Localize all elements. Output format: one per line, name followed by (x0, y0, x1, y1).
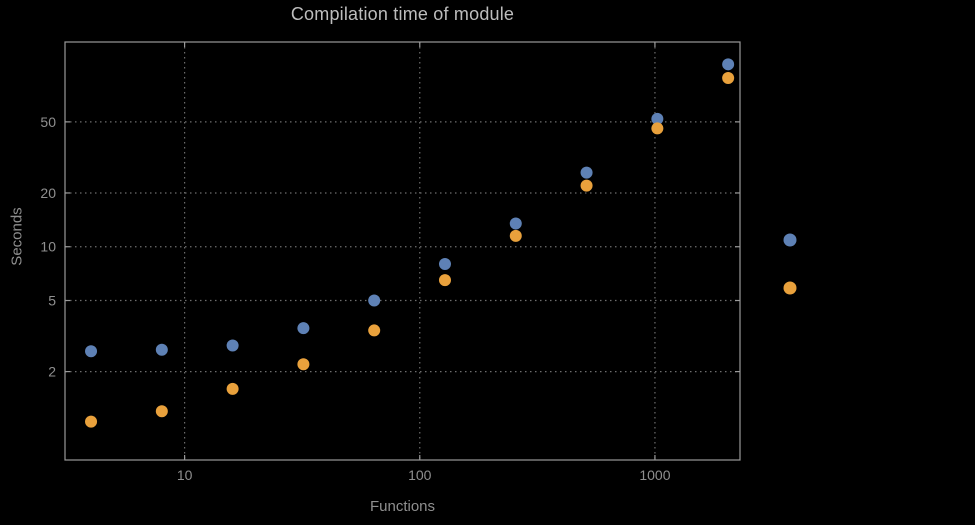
data-point-orange (85, 415, 98, 428)
data-point-orange (226, 382, 239, 395)
y-tick-label: 10 (40, 239, 56, 255)
data-point-orange (509, 229, 522, 242)
data-point-blue (85, 345, 98, 358)
data-point-blue (155, 343, 168, 356)
data-point-orange (651, 122, 664, 135)
x-tick-label: 100 (408, 467, 432, 483)
x-tick-label: 10 (177, 467, 193, 483)
data-point-blue (722, 58, 735, 71)
legend-marker-2 (783, 281, 797, 295)
data-point-blue (580, 166, 593, 179)
data-point-blue (438, 258, 451, 271)
data-point-blue (509, 217, 522, 230)
data-point-orange (438, 274, 451, 287)
legend-marker-1 (783, 233, 797, 247)
data-point-orange (722, 72, 735, 85)
chart-title: Compilation time of module (290, 4, 515, 24)
data-point-blue (226, 339, 239, 352)
y-tick-label: 2 (48, 364, 56, 380)
y-axis-label: Seconds (8, 207, 26, 266)
plot-frame (64, 41, 741, 461)
data-point-orange (155, 405, 168, 418)
data-point-orange (297, 358, 310, 371)
y-tick-label: 50 (40, 114, 56, 130)
data-point-blue (368, 294, 381, 307)
data-point-orange (368, 324, 381, 337)
data-point-blue (651, 112, 664, 125)
y-tick-label: 20 (40, 185, 56, 201)
y-tick-label: 5 (48, 293, 56, 309)
data-point-blue (297, 322, 310, 335)
x-tick-label: 1000 (639, 467, 670, 483)
data-point-orange (580, 179, 593, 192)
x-axis-label: Functions (369, 498, 436, 515)
